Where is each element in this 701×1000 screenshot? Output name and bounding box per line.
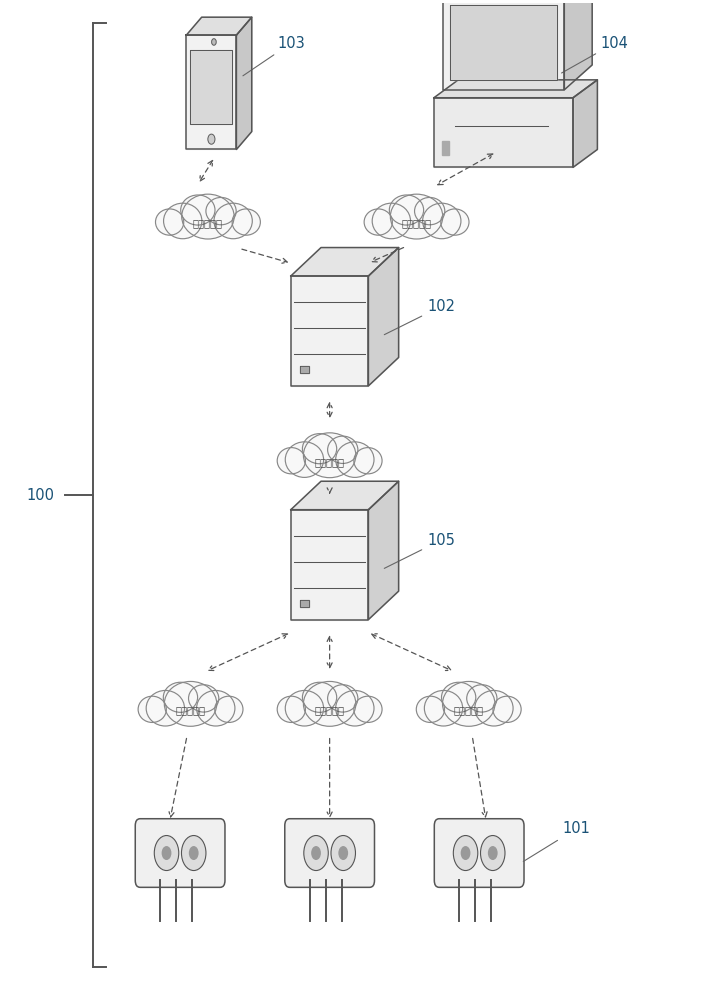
Ellipse shape	[327, 436, 358, 463]
Polygon shape	[291, 510, 369, 620]
Ellipse shape	[214, 203, 252, 239]
Ellipse shape	[182, 194, 234, 239]
Circle shape	[182, 836, 206, 871]
Circle shape	[339, 846, 348, 860]
Text: 第一类网络: 第一类网络	[175, 705, 205, 715]
Polygon shape	[291, 481, 399, 510]
Circle shape	[189, 846, 198, 860]
Ellipse shape	[416, 696, 444, 722]
Ellipse shape	[424, 690, 463, 726]
Circle shape	[154, 836, 179, 871]
Text: 101: 101	[523, 821, 590, 862]
Polygon shape	[186, 17, 252, 35]
Ellipse shape	[277, 448, 306, 474]
Ellipse shape	[423, 203, 461, 239]
Ellipse shape	[336, 690, 374, 726]
Ellipse shape	[285, 690, 324, 726]
Polygon shape	[236, 17, 252, 149]
Ellipse shape	[364, 209, 393, 235]
Ellipse shape	[442, 682, 476, 712]
Polygon shape	[442, 141, 449, 155]
Ellipse shape	[475, 690, 513, 726]
Polygon shape	[573, 80, 597, 167]
Circle shape	[162, 846, 172, 860]
Ellipse shape	[390, 194, 443, 239]
Ellipse shape	[181, 195, 215, 225]
Ellipse shape	[304, 433, 356, 478]
Polygon shape	[434, 80, 597, 98]
Ellipse shape	[372, 203, 411, 239]
Ellipse shape	[467, 685, 497, 712]
Circle shape	[461, 846, 470, 860]
Polygon shape	[186, 35, 236, 149]
Ellipse shape	[354, 448, 382, 474]
FancyBboxPatch shape	[285, 819, 374, 887]
Ellipse shape	[441, 209, 469, 235]
Ellipse shape	[156, 209, 184, 235]
Circle shape	[488, 846, 498, 860]
Ellipse shape	[336, 442, 374, 477]
Ellipse shape	[206, 197, 236, 225]
Text: 100: 100	[27, 488, 55, 503]
Text: 第一类网络: 第一类网络	[454, 705, 484, 715]
Ellipse shape	[285, 442, 324, 477]
Text: 102: 102	[384, 299, 455, 335]
Circle shape	[480, 836, 505, 871]
Ellipse shape	[189, 685, 219, 712]
Text: 第二类网络: 第二类网络	[193, 218, 223, 228]
Ellipse shape	[354, 696, 382, 722]
Text: 103: 103	[243, 36, 305, 76]
Ellipse shape	[277, 696, 306, 722]
Polygon shape	[300, 600, 309, 607]
Polygon shape	[369, 481, 399, 620]
Ellipse shape	[327, 685, 358, 712]
Polygon shape	[369, 248, 399, 386]
Polygon shape	[434, 98, 573, 167]
FancyBboxPatch shape	[435, 819, 524, 887]
Text: 第二类网络: 第二类网络	[402, 218, 432, 228]
Ellipse shape	[196, 690, 235, 726]
Polygon shape	[442, 0, 564, 90]
Circle shape	[208, 134, 215, 144]
Ellipse shape	[164, 681, 217, 726]
Text: 第一类网络: 第一类网络	[315, 705, 345, 715]
Ellipse shape	[304, 681, 356, 726]
Ellipse shape	[493, 696, 521, 722]
Ellipse shape	[389, 195, 423, 225]
Polygon shape	[291, 276, 369, 386]
Ellipse shape	[442, 681, 495, 726]
Circle shape	[311, 846, 321, 860]
Ellipse shape	[302, 682, 336, 712]
Ellipse shape	[232, 209, 260, 235]
Polygon shape	[300, 366, 309, 373]
Ellipse shape	[215, 696, 243, 722]
Text: 第三类网络: 第三类网络	[315, 457, 345, 467]
Circle shape	[331, 836, 355, 871]
Circle shape	[454, 836, 478, 871]
Ellipse shape	[138, 696, 166, 722]
Ellipse shape	[163, 203, 202, 239]
Circle shape	[212, 39, 216, 45]
Ellipse shape	[147, 690, 184, 726]
Text: 105: 105	[384, 533, 455, 568]
Ellipse shape	[414, 197, 445, 225]
Ellipse shape	[302, 434, 336, 464]
FancyBboxPatch shape	[135, 819, 225, 887]
Ellipse shape	[163, 682, 198, 712]
Polygon shape	[564, 0, 592, 90]
Circle shape	[304, 836, 328, 871]
Text: 104: 104	[562, 36, 629, 73]
Polygon shape	[450, 5, 557, 80]
Polygon shape	[291, 248, 399, 276]
Polygon shape	[191, 50, 233, 124]
